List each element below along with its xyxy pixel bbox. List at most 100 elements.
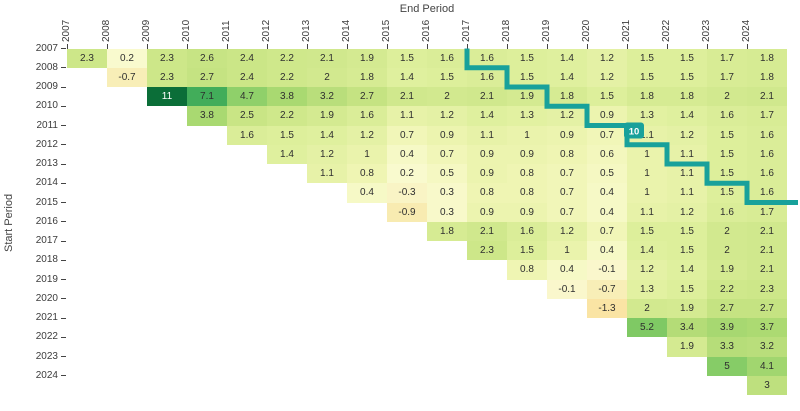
heatmap-cell-2014-2024[interactable]: 1.6 [747, 183, 787, 203]
heatmap-cell-2012-2015[interactable]: 0.4 [387, 144, 427, 164]
heatmap-cell-2008-2011[interactable]: 2.4 [227, 67, 267, 87]
heatmap-cell-2008-2023[interactable]: 1.7 [707, 67, 747, 87]
heatmap-cell-2022-2024[interactable]: 3.2 [747, 337, 787, 357]
heatmap-cell-2013-2023[interactable]: 1.5 [707, 164, 747, 184]
heatmap-cell-2012-2018[interactable]: 0.9 [507, 144, 547, 164]
heatmap-cell-2019-2022[interactable]: 1.5 [667, 279, 707, 299]
heatmap-cell-2007-2015[interactable]: 1.5 [387, 48, 427, 68]
heatmap-cell-2013-2019[interactable]: 0.7 [547, 164, 587, 184]
heatmap-cell-2007-2010[interactable]: 2.6 [187, 48, 227, 68]
heatmap-cell-2018-2021[interactable]: 1.2 [627, 260, 667, 280]
heatmap-cell-2018-2018[interactable]: 0.8 [507, 260, 547, 280]
heatmap-cell-2011-2015[interactable]: 0.7 [387, 125, 427, 145]
heatmap-cell-2014-2015[interactable]: -0.3 [387, 183, 427, 203]
heatmap-cell-2011-2011[interactable]: 1.6 [227, 125, 267, 145]
heatmap-cell-2011-2020[interactable]: 0.7 [587, 125, 627, 145]
heatmap-cell-2007-2013[interactable]: 2.1 [307, 48, 347, 68]
heatmap-cell-2014-2022[interactable]: 1.1 [667, 183, 707, 203]
heatmap-cell-2014-2019[interactable]: 0.7 [547, 183, 587, 203]
heatmap-cell-2007-2017[interactable]: 1.6 [467, 48, 507, 68]
heatmap-cell-2010-2018[interactable]: 1.3 [507, 106, 547, 126]
heatmap-cell-2015-2016[interactable]: 0.3 [427, 202, 467, 222]
heatmap-cell-2015-2018[interactable]: 0.9 [507, 202, 547, 222]
heatmap-cell-2015-2015[interactable]: -0.9 [387, 202, 427, 222]
heatmap-cell-2013-2017[interactable]: 0.9 [467, 164, 507, 184]
heatmap-cell-2012-2017[interactable]: 0.9 [467, 144, 507, 164]
heatmap-cell-2017-2018[interactable]: 1.5 [507, 241, 547, 261]
heatmap-cell-2011-2013[interactable]: 1.4 [307, 125, 347, 145]
heatmap-cell-2012-2024[interactable]: 1.6 [747, 144, 787, 164]
heatmap-cell-2016-2021[interactable]: 1.5 [627, 221, 667, 241]
heatmap-cell-2016-2019[interactable]: 1.2 [547, 221, 587, 241]
heatmap-cell-2007-2018[interactable]: 1.5 [507, 48, 547, 68]
heatmap-cell-2008-2008[interactable]: -0.7 [107, 67, 147, 87]
heatmap-cell-2007-2007[interactable]: 2.3 [67, 48, 107, 68]
heatmap-cell-2008-2018[interactable]: 1.5 [507, 67, 547, 87]
heatmap-cell-2020-2020[interactable]: -1.3 [587, 298, 627, 318]
heatmap-cell-2008-2016[interactable]: 1.5 [427, 67, 467, 87]
heatmap-cell-2008-2012[interactable]: 2.2 [267, 67, 307, 87]
heatmap-cell-2018-2024[interactable]: 2.1 [747, 260, 787, 280]
heatmap-cell-2007-2023[interactable]: 1.7 [707, 48, 747, 68]
heatmap-cell-2020-2024[interactable]: 2.7 [747, 298, 787, 318]
heatmap-cell-2015-2019[interactable]: 0.7 [547, 202, 587, 222]
heatmap-cell-2009-2017[interactable]: 2.1 [467, 87, 507, 107]
heatmap-cell-2019-2023[interactable]: 2.2 [707, 279, 747, 299]
heatmap-cell-2011-2014[interactable]: 1.2 [347, 125, 387, 145]
heatmap-cell-2008-2019[interactable]: 1.4 [547, 67, 587, 87]
heatmap-cell-2010-2016[interactable]: 1.2 [427, 106, 467, 126]
heatmap-cell-2013-2013[interactable]: 1.1 [307, 164, 347, 184]
heatmap-cell-2021-2021[interactable]: 5.2 [627, 318, 667, 338]
heatmap-cell-2015-2020[interactable]: 0.4 [587, 202, 627, 222]
heatmap-cell-2010-2012[interactable]: 2.2 [267, 106, 307, 126]
heatmap-cell-2012-2022[interactable]: 1.1 [667, 144, 707, 164]
heatmap-cell-2014-2017[interactable]: 0.8 [467, 183, 507, 203]
heatmap-cell-2016-2020[interactable]: 0.7 [587, 221, 627, 241]
heatmap-cell-2010-2022[interactable]: 1.4 [667, 106, 707, 126]
heatmap-cell-2023-2023[interactable]: 5 [707, 356, 747, 376]
heatmap-cell-2013-2024[interactable]: 1.6 [747, 164, 787, 184]
heatmap-cell-2010-2021[interactable]: 1.3 [627, 106, 667, 126]
heatmap-cell-2010-2019[interactable]: 1.2 [547, 106, 587, 126]
heatmap-cell-2009-2019[interactable]: 1.8 [547, 87, 587, 107]
heatmap-cell-2014-2014[interactable]: 0.4 [347, 183, 387, 203]
heatmap-cell-2012-2019[interactable]: 0.8 [547, 144, 587, 164]
heatmap-cell-2007-2024[interactable]: 1.8 [747, 48, 787, 68]
heatmap-cell-2017-2021[interactable]: 1.4 [627, 241, 667, 261]
heatmap-cell-2010-2023[interactable]: 1.6 [707, 106, 747, 126]
heatmap-cell-2007-2011[interactable]: 2.4 [227, 48, 267, 68]
heatmap-cell-2008-2010[interactable]: 2.7 [187, 67, 227, 87]
heatmap-cell-2019-2020[interactable]: -0.7 [587, 279, 627, 299]
heatmap-cell-2013-2016[interactable]: 0.5 [427, 164, 467, 184]
heatmap-cell-2019-2024[interactable]: 2.3 [747, 279, 787, 299]
heatmap-cell-2010-2011[interactable]: 2.5 [227, 106, 267, 126]
heatmap-cell-2008-2014[interactable]: 1.8 [347, 67, 387, 87]
heatmap-cell-2020-2023[interactable]: 2.7 [707, 298, 747, 318]
heatmap-cell-2007-2008[interactable]: 0.2 [107, 48, 147, 68]
heatmap-cell-2013-2014[interactable]: 0.8 [347, 164, 387, 184]
heatmap-cell-2012-2012[interactable]: 1.4 [267, 144, 307, 164]
heatmap-cell-2012-2020[interactable]: 0.6 [587, 144, 627, 164]
heatmap-cell-2013-2015[interactable]: 0.2 [387, 164, 427, 184]
heatmap-cell-2011-2024[interactable]: 1.6 [747, 125, 787, 145]
heatmap-cell-2014-2018[interactable]: 0.8 [507, 183, 547, 203]
heatmap-cell-2008-2021[interactable]: 1.5 [627, 67, 667, 87]
heatmap-cell-2010-2024[interactable]: 1.7 [747, 106, 787, 126]
heatmap-cell-2009-2021[interactable]: 1.8 [627, 87, 667, 107]
heatmap-cell-2009-2023[interactable]: 2 [707, 87, 747, 107]
heatmap-cell-2009-2009[interactable]: 11 [147, 87, 187, 107]
heatmap-cell-2012-2016[interactable]: 0.7 [427, 144, 467, 164]
heatmap-cell-2019-2019[interactable]: -0.1 [547, 279, 587, 299]
heatmap-cell-2018-2020[interactable]: -0.1 [587, 260, 627, 280]
heatmap-cell-2009-2020[interactable]: 1.5 [587, 87, 627, 107]
heatmap-cell-2009-2014[interactable]: 2.7 [347, 87, 387, 107]
heatmap-cell-2009-2024[interactable]: 2.1 [747, 87, 787, 107]
heatmap-cell-2015-2021[interactable]: 1.1 [627, 202, 667, 222]
heatmap-cell-2013-2022[interactable]: 1.1 [667, 164, 707, 184]
heatmap-cell-2007-2021[interactable]: 1.5 [627, 48, 667, 68]
heatmap-cell-2008-2017[interactable]: 1.6 [467, 67, 507, 87]
heatmap-cell-2012-2023[interactable]: 1.5 [707, 144, 747, 164]
heatmap-cell-2011-2018[interactable]: 1 [507, 125, 547, 145]
heatmap-cell-2018-2023[interactable]: 1.9 [707, 260, 747, 280]
heatmap-cell-2011-2016[interactable]: 0.9 [427, 125, 467, 145]
